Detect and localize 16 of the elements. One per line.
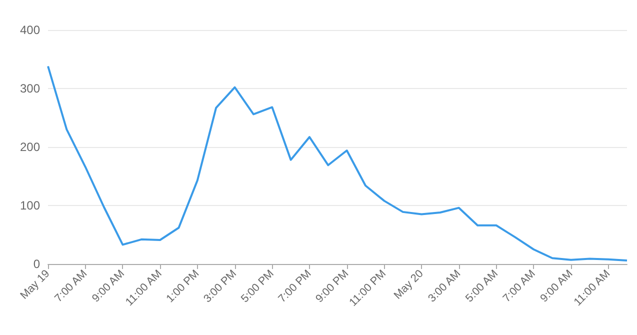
x-tick-label: 5:00 PM <box>238 268 276 306</box>
y-tick-label: 300 <box>20 82 40 96</box>
x-tick-label: 9:00 AM <box>538 268 576 305</box>
x-tick-label: 9:00 PM <box>314 268 352 306</box>
y-tick-label: 200 <box>20 140 40 154</box>
x-tick-label: 5:00 AM <box>464 268 500 305</box>
x-tick-label: 7:00 PM <box>276 268 314 306</box>
x-tick-label: 9:00 AM <box>90 268 127 305</box>
y-tick-label: 100 <box>20 198 40 212</box>
x-tick-label: 3:00 PM <box>202 268 240 306</box>
x-tick-label: 3:00 AM <box>426 268 464 305</box>
line-series <box>47 65 628 262</box>
y-tick-label: 400 <box>20 23 40 37</box>
x-tick-label: 7:00 AM <box>500 268 538 305</box>
x-tick-label: May 20 <box>392 268 426 302</box>
x-tick-label: 7:00 AM <box>52 268 90 305</box>
